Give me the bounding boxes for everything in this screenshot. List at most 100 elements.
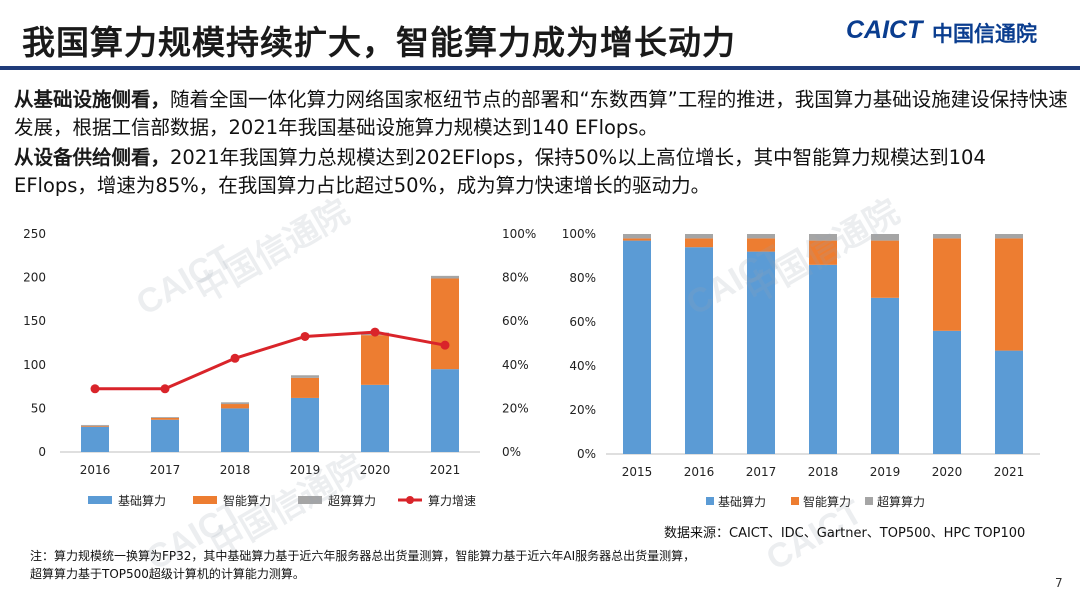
header-rule (0, 66, 1080, 70)
x-tick-label: 2021 (994, 465, 1025, 479)
footnote: 注：算力规模统一换算为FP32，其中基础算力基于近六年服务器总出货量测算，智能算… (30, 547, 1030, 583)
legend-swatch-marker (406, 496, 414, 504)
y-tick-label: 50 (31, 401, 46, 415)
bar-segment (81, 424, 109, 426)
y-tick-label: 100% (562, 227, 596, 241)
legend-label: 基础算力 (718, 494, 766, 509)
bar-segment (431, 369, 459, 452)
legend-label: 超算算力 (877, 494, 925, 509)
x-tick-label: 2018 (808, 465, 839, 479)
paragraph-infrastructure: 从基础设施侧看，随着全国一体化算力网络国家枢纽节点的部署和“东数西算”工程的推进… (14, 86, 1070, 142)
bar-segment (871, 297, 899, 454)
x-tick-label: 2019 (290, 463, 321, 477)
legend-label: 基础算力 (118, 493, 166, 508)
growth-point (440, 340, 450, 350)
legend-label: 算力增速 (428, 493, 476, 508)
bar-segment (221, 404, 249, 409)
paragraph-infrastructure-text: 随着全国一体化算力网络国家枢纽节点的部署和“东数西算”工程的推进，我国算力基础设… (14, 88, 1068, 139)
legend-swatch (706, 497, 714, 505)
bar-segment (995, 238, 1023, 351)
bar-segment (151, 417, 179, 418)
x-tick-label: 2015 (622, 465, 653, 479)
y-tick-label: 150 (23, 314, 46, 328)
data-source: 数据来源：CAICT、IDC、Gartner、TOP500、HPC TOP100 (664, 526, 1026, 541)
growth-point (230, 353, 240, 363)
bar-segment (871, 234, 899, 241)
bar-segment (431, 275, 459, 279)
bar-segment (291, 397, 319, 452)
growth-line (95, 330, 446, 391)
page-title: 我国算力规模持续扩大，智能算力成为增长动力 (22, 23, 736, 62)
legend-swatch (193, 496, 217, 504)
y2-tick-label: 60% (502, 314, 529, 328)
y-tick-label: 60% (569, 315, 596, 329)
footnote-line-1: 注：算力规模统一换算为FP32，其中基础算力基于近六年服务器总出货量测算，智能算… (30, 549, 696, 563)
bar-segment (995, 350, 1023, 454)
bar-segment (623, 234, 651, 239)
y-tick-label: 0 (38, 445, 46, 459)
y-tick-label: 250 (23, 227, 46, 241)
bar-segment (151, 417, 179, 420)
legend-swatch (865, 497, 873, 505)
bar-segment (809, 264, 837, 454)
caict-logo: CAICT (846, 16, 923, 44)
x-tick-label: 2020 (360, 463, 391, 477)
chart-compute-share: 0% 20% 40% 60% 80% 100% 2015 2016 2017 2018 2019 20… (562, 227, 1040, 509)
x-tick-label: 2018 (220, 463, 251, 477)
bar-segment (361, 335, 389, 385)
bar-segment (747, 251, 775, 454)
x-tick-label: 2016 (80, 463, 111, 477)
x-tick-label: 2016 (684, 465, 715, 479)
bar-segment (221, 402, 249, 405)
paragraph-supply-text: 2021年我国算力总规模达到202EFlops，保持50%以上高位增长，其中智能… (14, 146, 986, 197)
bar-segment (291, 377, 319, 398)
bar-segment (151, 419, 179, 452)
chart-compute-scale: 0 50 100 150 200 250 0% 20% 40% 60% 80% 100% 2016 201… (23, 227, 536, 508)
y-tick-label: 200 (23, 271, 46, 285)
legend-swatch (791, 497, 799, 505)
bar-segment (431, 278, 459, 370)
caict-logo-cn: 中国信通院 (932, 22, 1037, 46)
legend-label: 智能算力 (803, 494, 851, 509)
bar-segment (809, 240, 837, 265)
growth-point (90, 384, 100, 394)
x-tick-label: 2020 (932, 465, 963, 479)
x-tick-label: 2019 (870, 465, 901, 479)
bar-segment (221, 408, 249, 452)
legend-swatch (298, 496, 322, 504)
paragraph-infrastructure-lead: 从基础设施侧看， (14, 88, 171, 111)
bar-segment (623, 238, 651, 241)
y-tick-label: 80% (569, 271, 596, 285)
bar-segment (685, 247, 713, 454)
y-tick-label: 20% (569, 403, 596, 417)
bar-segment (871, 240, 899, 298)
x-tick-label: 2017 (150, 463, 181, 477)
bar-segment (685, 234, 713, 239)
bar-segment (809, 234, 837, 241)
legend-label: 智能算力 (223, 493, 271, 508)
bar-segment (933, 330, 961, 454)
bar-segment (361, 384, 389, 452)
y2-tick-label: 100% (502, 227, 536, 241)
bar-segment (291, 375, 319, 378)
page-number: 7 (1055, 576, 1063, 590)
paragraph-supply: 从设备供给侧看，2021年我国算力总规模达到202EFlops，保持50%以上高… (14, 144, 1070, 200)
paragraph-supply-lead: 从设备供给侧看， (14, 146, 171, 169)
growth-point (370, 327, 380, 337)
bar-segment (623, 240, 651, 454)
y2-tick-label: 80% (502, 271, 529, 285)
x-tick-label: 2017 (746, 465, 777, 479)
y2-tick-label: 0% (502, 445, 521, 459)
growth-point (160, 384, 170, 394)
bar-segment (995, 234, 1023, 239)
y2-tick-label: 40% (502, 358, 529, 372)
y2-tick-label: 20% (502, 401, 529, 415)
x-tick-label: 2021 (430, 463, 461, 477)
y-tick-label: 0% (577, 447, 596, 461)
bar-segment (81, 425, 109, 427)
y-tick-label: 40% (569, 359, 596, 373)
y-tick-label: 100 (23, 358, 46, 372)
bar-segment (685, 238, 713, 248)
footnote-line-2: 超算算力基于TOP500超级计算机的计算能力测算。 (30, 567, 305, 581)
growth-point (300, 331, 310, 341)
